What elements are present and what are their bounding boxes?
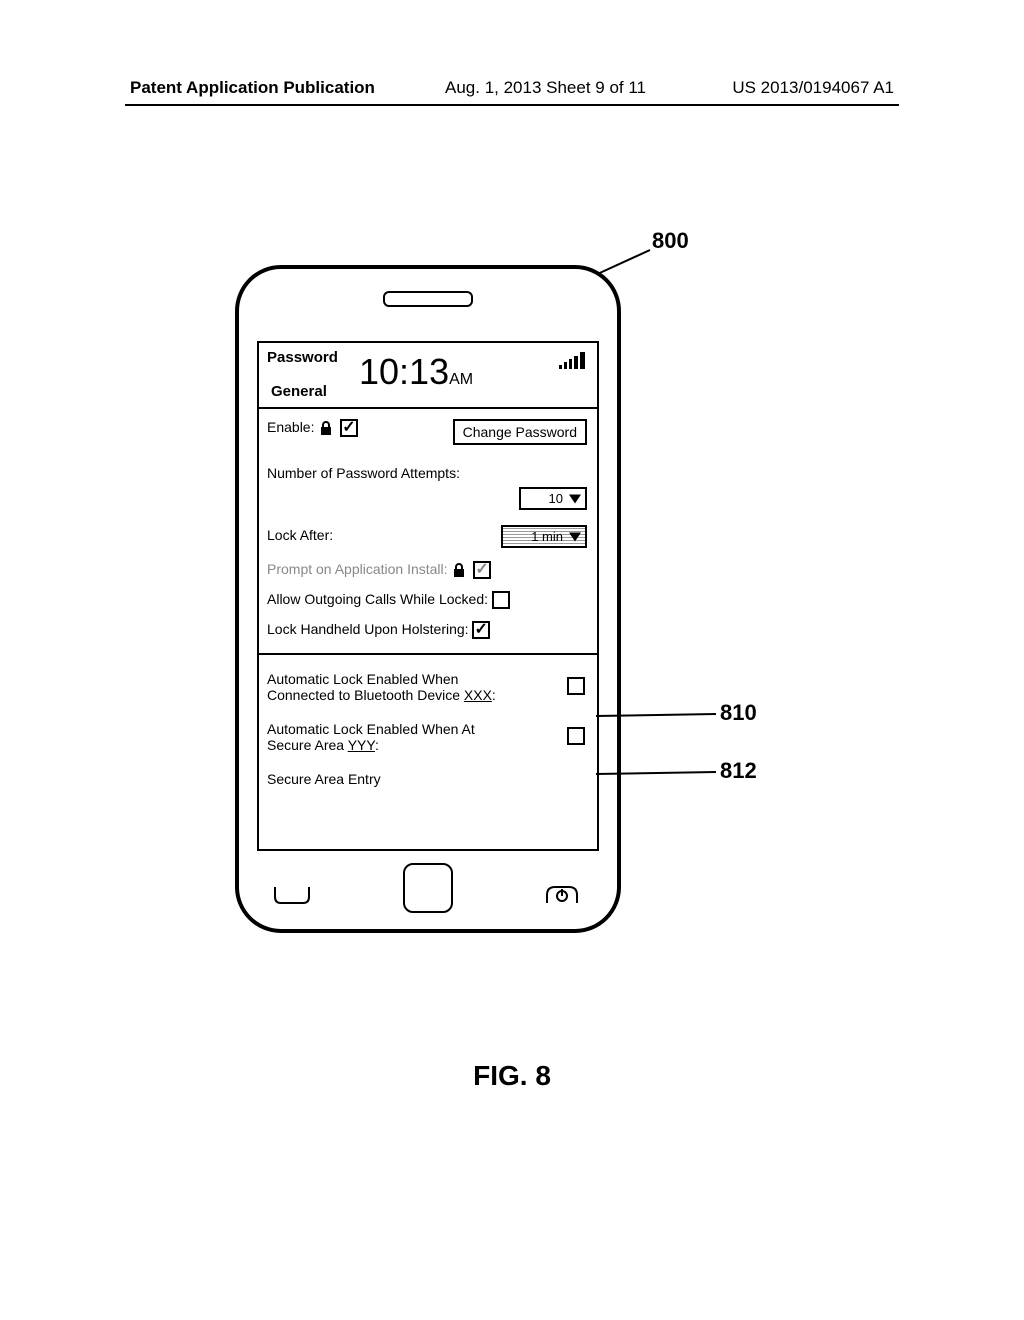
auto-area-line2: Secure Area YYY:: [267, 737, 589, 753]
lock-icon: [453, 563, 465, 577]
row-lockafter: Lock After: 1 min: [267, 527, 589, 547]
attempts-value: 10: [549, 491, 563, 506]
lock-holster-checkbox[interactable]: [472, 621, 490, 639]
change-password-button[interactable]: Change Password: [453, 419, 587, 445]
settings-section-general: Enable: Change Password Number of Passwo…: [259, 407, 597, 655]
leader-810: [594, 706, 720, 726]
lockafter-select[interactable]: 1 min: [501, 525, 587, 548]
lock-icon: [320, 421, 332, 435]
enable-label: Enable:: [267, 419, 314, 435]
enable-checkbox[interactable]: [340, 419, 358, 437]
auto-bt-checkbox[interactable]: [567, 677, 585, 695]
header-date-sheet: Aug. 1, 2013 Sheet 9 of 11: [445, 78, 646, 98]
row-attempts-select: 10: [267, 489, 589, 509]
auto-bt-line1: Automatic Lock Enabled When: [267, 671, 589, 687]
header-publication: Patent Application Publication: [130, 78, 375, 98]
header-rule: [125, 104, 899, 106]
callout-800: 800: [652, 228, 689, 254]
lockafter-label: Lock After:: [267, 527, 333, 543]
allow-calls-checkbox[interactable]: [492, 591, 510, 609]
header-pubnum: US 2013/0194067 A1: [732, 78, 894, 98]
figure-label: FIG. 8: [0, 1060, 1024, 1092]
attempts-select[interactable]: 10: [519, 487, 587, 510]
clock-time: 10:13: [359, 351, 449, 392]
secure-area-entry[interactable]: Secure Area Entry: [267, 771, 589, 787]
callout-812: 812: [720, 758, 757, 784]
auto-area-line1: Automatic Lock Enabled When At: [267, 721, 589, 737]
callout-810: 810: [720, 700, 757, 726]
leader-812: [594, 764, 720, 784]
attempts-label: Number of Password Attempts:: [267, 465, 460, 481]
title-general: General: [271, 383, 327, 400]
phone-body: Password General 10:13AM Enable:: [235, 265, 621, 933]
lock-holster-label: Lock Handheld Upon Holstering:: [267, 621, 469, 637]
prompt-checkbox[interactable]: [473, 561, 491, 579]
allow-calls-label: Allow Outgoing Calls While Locked:: [267, 591, 488, 607]
row-auto-area: Automatic Lock Enabled When At Secure Ar…: [267, 721, 589, 753]
bt-device-name: XXX: [464, 687, 492, 703]
clock-ampm: AM: [449, 371, 473, 388]
speaker-slot: [383, 291, 473, 307]
row-auto-bt: Automatic Lock Enabled When Connected to…: [267, 671, 589, 703]
prompt-label: Prompt on Application Install:: [267, 561, 448, 577]
back-button[interactable]: [273, 885, 313, 907]
clock: 10:13AM: [359, 351, 473, 393]
status-bar: Password General 10:13AM: [259, 343, 597, 407]
chevron-down-icon: [569, 494, 581, 503]
title-password: Password: [267, 349, 338, 366]
lockafter-value: 1 min: [531, 529, 563, 544]
settings-section-auto: Automatic Lock Enabled When Connected to…: [259, 655, 597, 795]
hardware-buttons: [239, 861, 617, 919]
row-prompt: Prompt on Application Install:: [267, 561, 589, 581]
home-button[interactable]: [403, 863, 453, 913]
power-button[interactable]: [543, 883, 583, 907]
auto-area-checkbox[interactable]: [567, 727, 585, 745]
row-attempts-label: Number of Password Attempts:: [267, 465, 589, 485]
signal-icon: [559, 351, 587, 371]
auto-bt-line2: Connected to Bluetooth Device XXX:: [267, 687, 589, 703]
phone-screen: Password General 10:13AM Enable:: [257, 341, 599, 851]
secure-area-name: YYY: [348, 737, 375, 753]
row-allow-calls: Allow Outgoing Calls While Locked:: [267, 591, 589, 611]
row-lock-holster: Lock Handheld Upon Holstering:: [267, 621, 589, 641]
chevron-down-icon: [569, 532, 581, 541]
row-enable: Enable: Change Password: [267, 419, 589, 439]
